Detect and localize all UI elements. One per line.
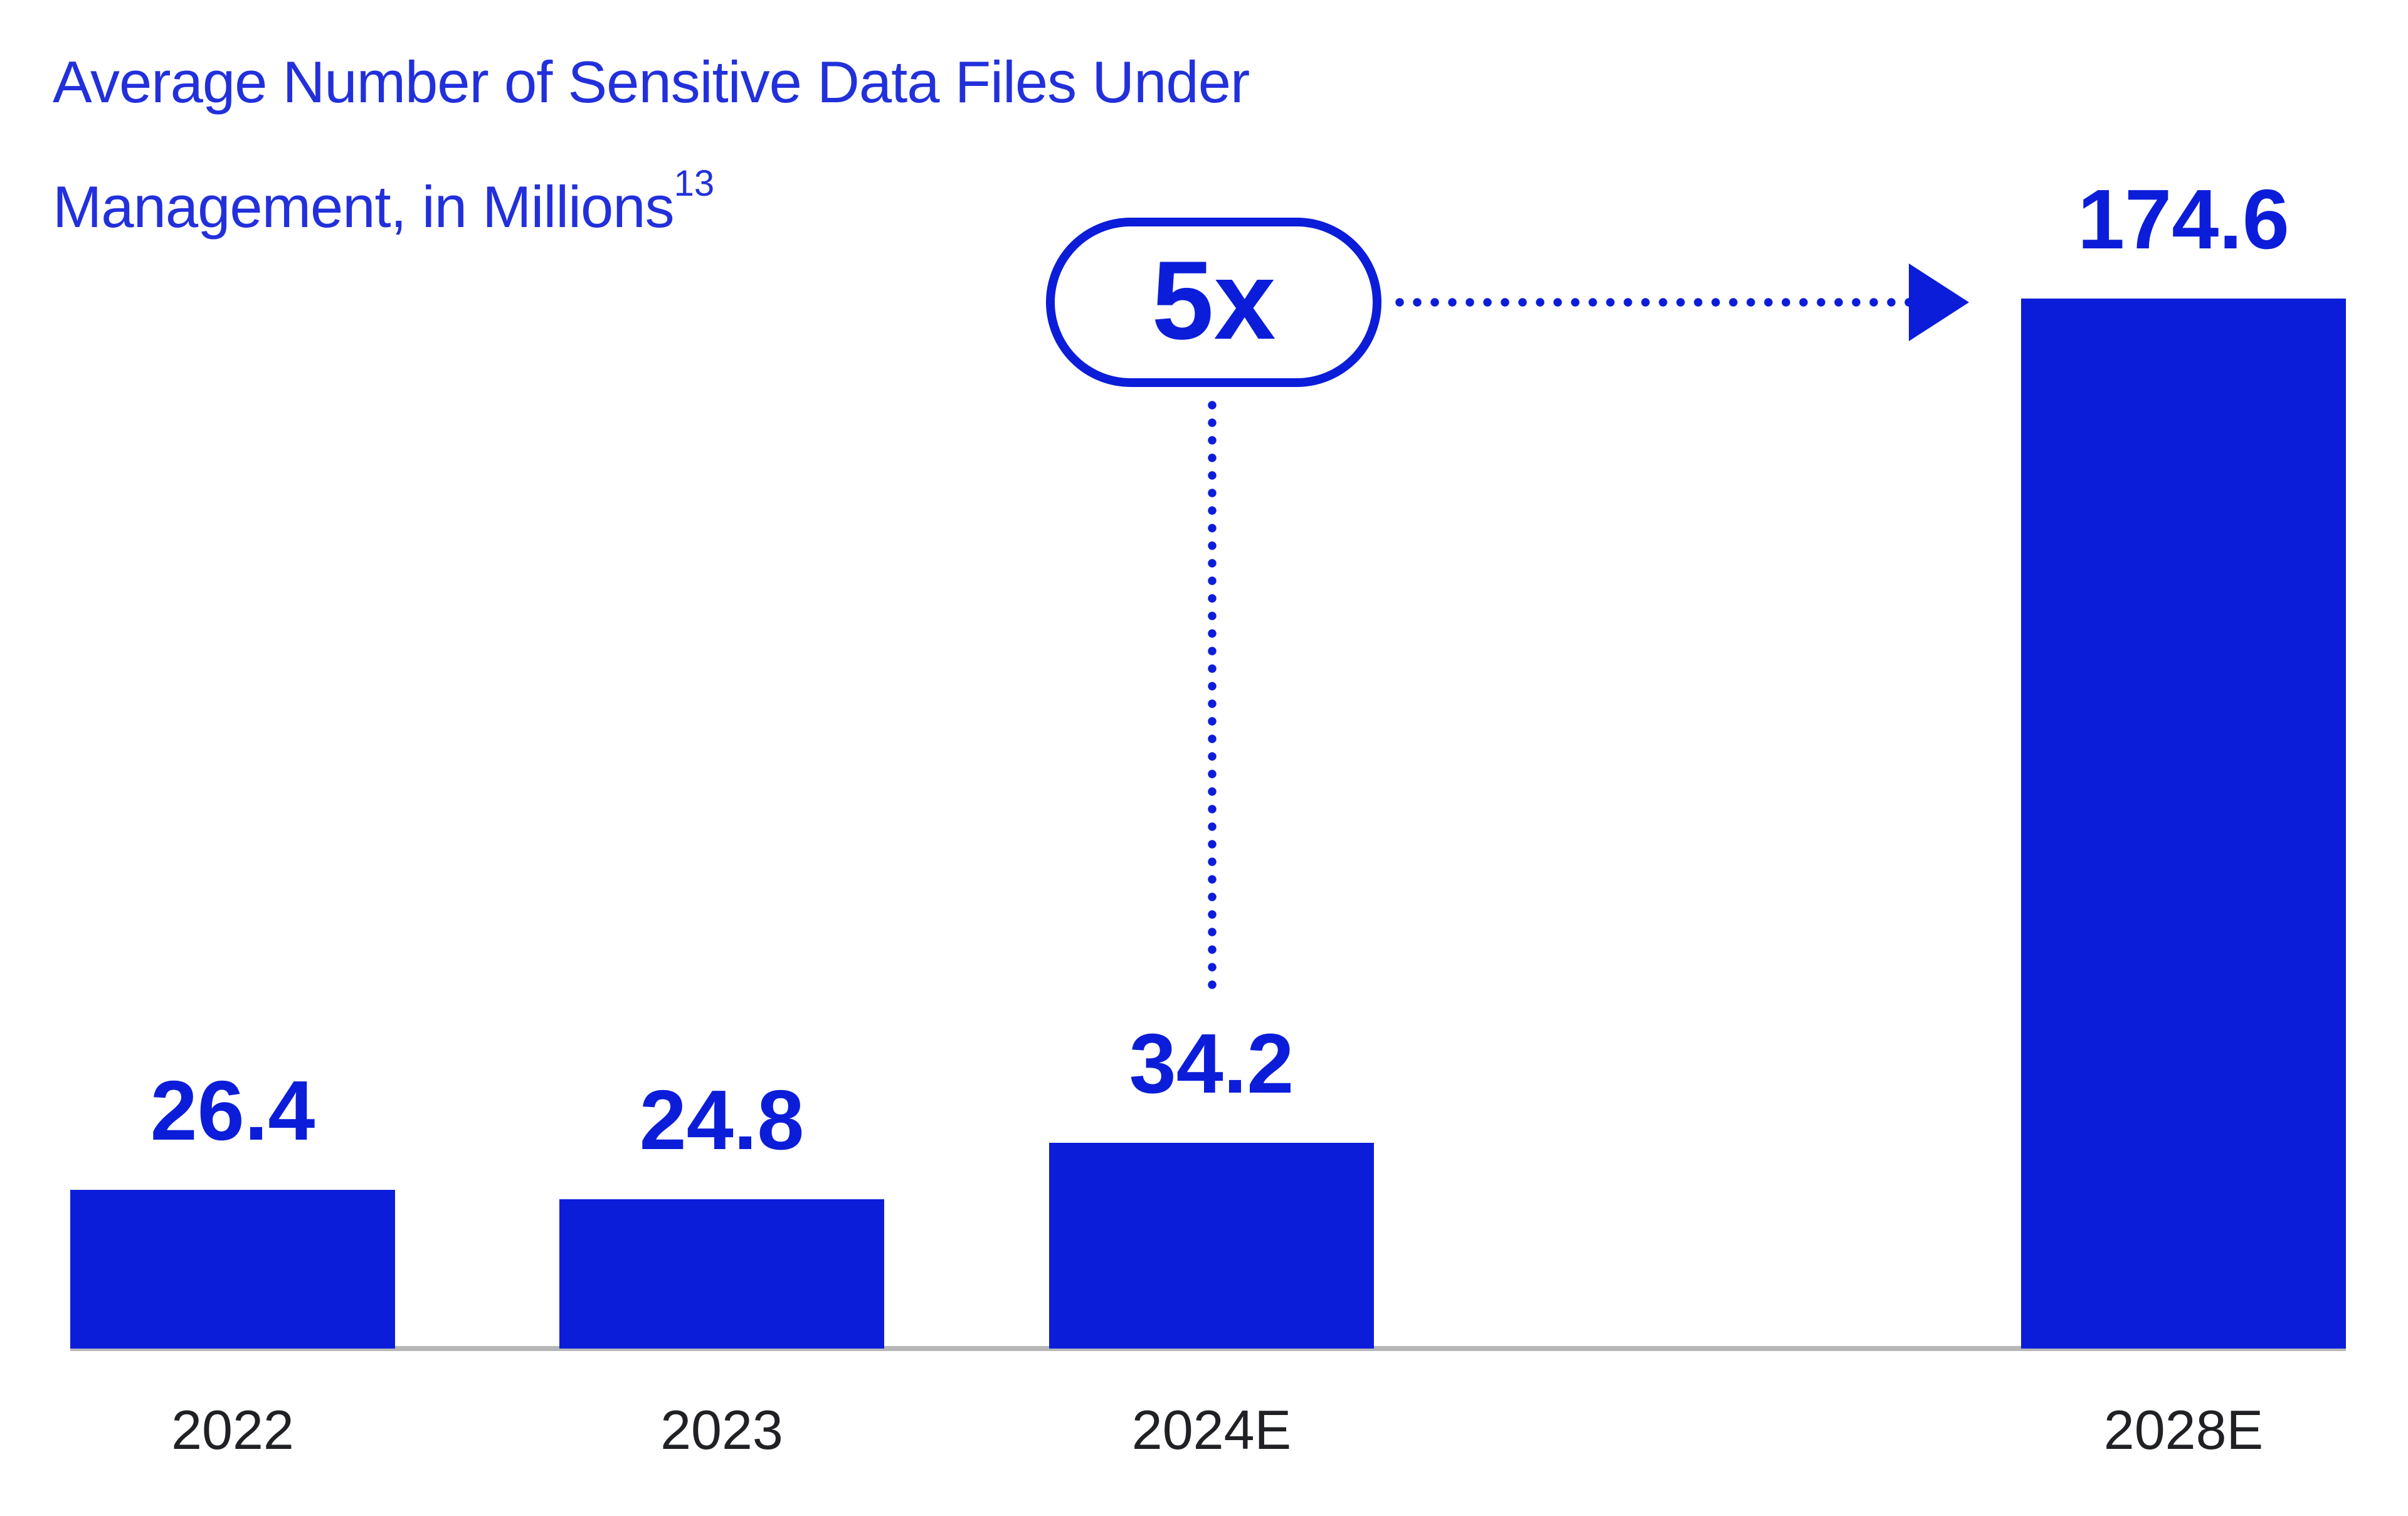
multiplier-pill: 5x [1046, 218, 1381, 387]
axis-label-2024E: 2024E [1131, 1399, 1292, 1461]
arrowhead-icon [1909, 263, 1969, 341]
chart-title: Average Number of Sensitive Data Files U… [53, 31, 1558, 258]
bar-2023 [559, 1199, 884, 1349]
chart-title-line1: Average Number of Sensitive Data Files U… [53, 49, 1250, 115]
x-axis-baseline [70, 1346, 2346, 1351]
value-label-2022: 26.4 [150, 1063, 315, 1158]
axis-label-2023: 2023 [660, 1399, 783, 1461]
axis-label-2022: 2022 [171, 1399, 294, 1461]
bar-2022 [70, 1190, 395, 1349]
footnote-reference: 13 [673, 163, 715, 204]
value-label-2028E: 174.6 [2078, 172, 2289, 267]
dotted-leader-line [1208, 396, 1217, 996]
chart-title-line2: Management, in Millions [53, 174, 675, 240]
bar-2024E [1049, 1143, 1374, 1349]
multiplier-label: 5x [1151, 237, 1276, 363]
dotted-arrow-line [1391, 298, 1909, 307]
axis-label-2028E: 2028E [2103, 1399, 2264, 1461]
value-label-2023: 24.8 [639, 1073, 805, 1167]
value-label-2024E: 34.2 [1129, 1016, 1294, 1111]
bar-2028E [2021, 299, 2346, 1349]
